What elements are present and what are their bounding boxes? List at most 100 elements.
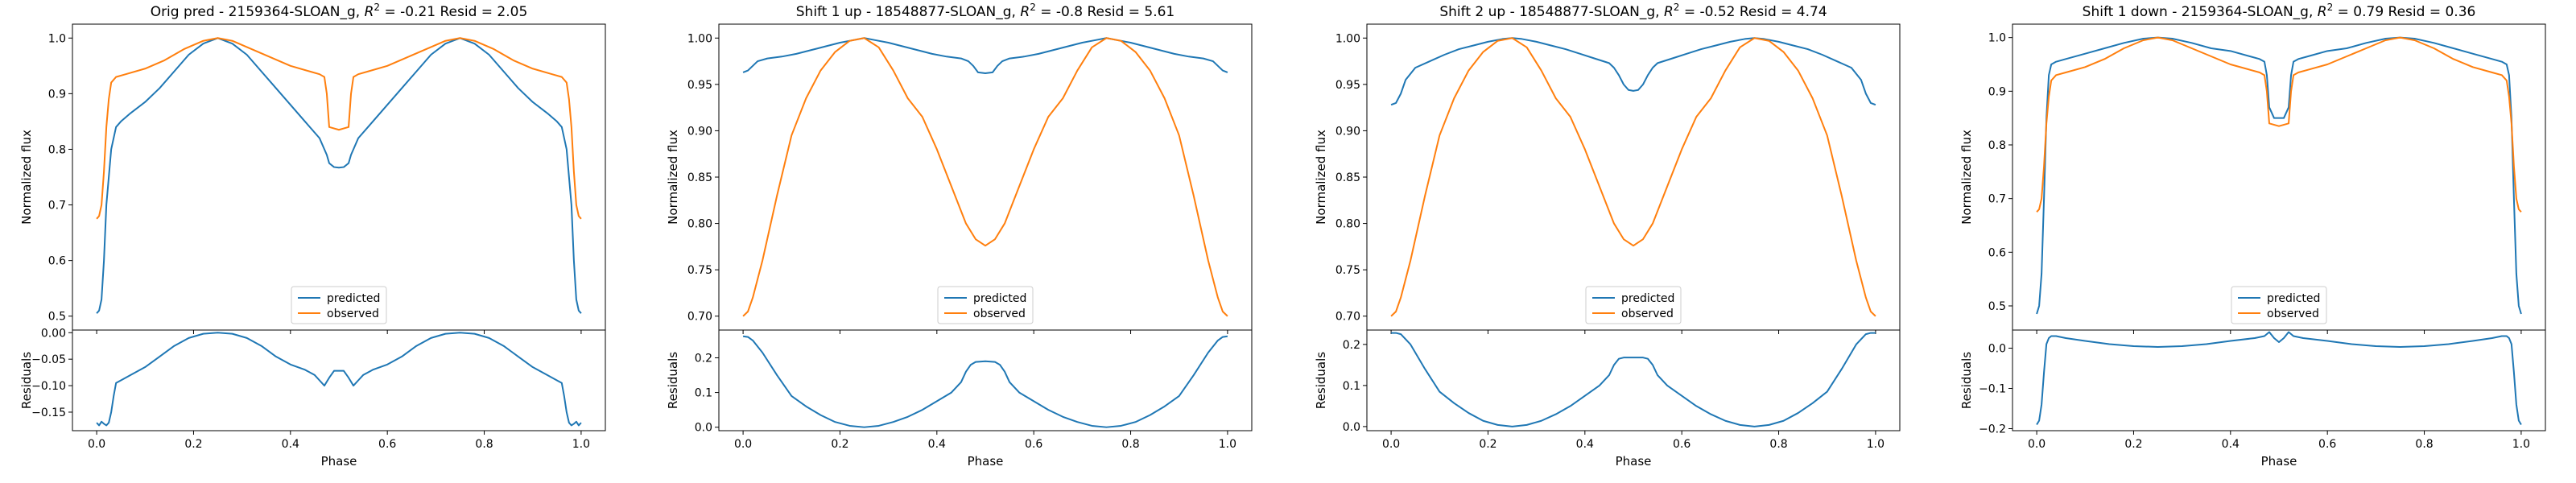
legend-box <box>937 286 1034 324</box>
residuals-y-tick-label: 0.1 <box>695 387 712 400</box>
residuals-y-axis-label: Residuals <box>666 352 680 409</box>
main-y-tick-label: 0.8 <box>48 143 66 156</box>
main-y-tick-label: 0.75 <box>1335 264 1360 277</box>
title-suffix: = -0.21 Resid = 2.05 <box>380 4 527 20</box>
main-y-tick-label: 0.85 <box>687 171 712 184</box>
legend: predicted observed <box>291 286 387 324</box>
main-y-tick-label: 0.6 <box>48 255 66 268</box>
residuals-axes-frame <box>718 329 1253 431</box>
legend-label-predicted: predicted <box>1621 292 1674 305</box>
legend-box <box>291 286 387 324</box>
residuals-y-tick-label: −0.05 <box>31 353 66 366</box>
legend: predicted observed <box>937 286 1034 324</box>
x-tick-label: 0.0 <box>88 438 105 451</box>
title-r2-exponent: 2 <box>1674 2 1680 13</box>
residuals-y-tick-label: −0.1 <box>1979 383 2006 396</box>
residuals-y-tick-label: −0.2 <box>1979 423 2006 436</box>
chart-panel-4: 0.5 0.6 0.7 0.8 0.9 1.0 Normalized flux −0.2 −0.… <box>1959 2 2546 469</box>
main-y-tick-label: 0.7 <box>48 200 66 213</box>
residuals-y-tick-label: 0.2 <box>695 352 712 365</box>
main-y-tick-label: 0.95 <box>687 79 712 92</box>
x-tick-label: 0.6 <box>2318 438 2336 451</box>
x-tick-label: 0.4 <box>928 438 946 451</box>
main-y-axis-label: Normalized flux <box>1959 130 1974 225</box>
legend-label-observed: observed <box>973 308 1026 320</box>
chart-panel-2: 0.70 0.75 0.80 0.85 0.90 0.95 1.00 Normalized f… <box>666 2 1253 469</box>
x-tick-label: 0.0 <box>2028 438 2046 451</box>
residuals-y-tick-label: −0.10 <box>31 380 66 393</box>
main-y-tick-label: 1.0 <box>48 32 66 45</box>
x-tick-label: 0.8 <box>1121 438 1139 451</box>
main-series-observed-line <box>2036 36 2522 213</box>
x-axis-label: Phase <box>2261 454 2297 469</box>
residuals-series-residual-line <box>96 332 582 427</box>
chart-title: Shift 1 down - 2159364-SLOAN_g, R2 = 0.7… <box>2083 2 2476 20</box>
main-y-tick-label: 0.6 <box>1988 246 2006 259</box>
title-prefix: Shift 2 up - 18548877-SLOAN_g, <box>1439 4 1664 20</box>
legend-box <box>2231 286 2327 324</box>
residuals-series-residual-line <box>742 335 1228 428</box>
chart-title: Shift 1 up - 18548877-SLOAN_g, R2 = -0.8… <box>796 2 1175 20</box>
legend-label-observed: observed <box>2267 308 2319 320</box>
x-tick-label: 0.8 <box>2415 438 2433 451</box>
residuals-y-tick-label: 0.1 <box>1343 380 1360 393</box>
main-y-tick-label: 0.5 <box>48 311 66 324</box>
main-y-tick-label: 0.5 <box>1988 300 2006 313</box>
main-y-tick-label: 1.0 <box>1988 32 2006 45</box>
residuals-series-residual-line <box>1391 332 1876 427</box>
main-y-tick-label: 0.70 <box>687 311 712 324</box>
title-r2-symbol: R <box>1664 4 1674 20</box>
legend-box <box>1585 286 1682 324</box>
residuals-y-axis-label: Residuals <box>1959 352 1974 409</box>
main-y-tick-label: 0.75 <box>687 264 712 277</box>
legend-label-predicted: predicted <box>2267 292 2320 305</box>
residuals-y-tick-label: −0.15 <box>31 407 66 419</box>
residuals-y-axis-label: Residuals <box>19 352 34 409</box>
x-tick-label: 0.6 <box>1025 438 1042 451</box>
title-prefix: Orig pred - 2159364-SLOAN_g, <box>151 4 365 20</box>
legend-label-predicted: predicted <box>973 292 1026 305</box>
legend-label-observed: observed <box>327 308 379 320</box>
x-tick-label: 1.0 <box>572 438 590 451</box>
x-tick-label: 0.2 <box>184 438 202 451</box>
main-series-observed-line <box>1390 37 1876 317</box>
x-tick-label: 0.8 <box>1769 438 1787 451</box>
x-tick-label: 0.2 <box>831 438 848 451</box>
x-axis-label: Phase <box>968 454 1004 469</box>
main-y-tick-label: 0.80 <box>1335 218 1360 231</box>
main-series-predicted-line <box>1390 37 1876 106</box>
x-tick-label: 0.6 <box>1673 438 1690 451</box>
title-r2-symbol: R <box>2318 4 2327 20</box>
chart-title: Shift 2 up - 18548877-SLOAN_g, R2 = -0.5… <box>1439 2 1827 20</box>
legend-label-observed: observed <box>1621 308 1674 320</box>
main-y-tick-label: 0.9 <box>1988 85 2006 98</box>
main-y-tick-label: 0.9 <box>48 88 66 101</box>
legend: predicted observed <box>2231 286 2327 324</box>
main-y-tick-label: 0.70 <box>1335 311 1360 324</box>
x-tick-label: 0.0 <box>1382 438 1400 451</box>
main-y-tick-label: 0.95 <box>1335 79 1360 92</box>
x-tick-label: 0.2 <box>2124 438 2142 451</box>
residuals-y-axis-label: Residuals <box>1314 352 1328 409</box>
residuals-y-tick-label: 0.00 <box>41 327 66 340</box>
x-axis-label: Phase <box>321 454 357 469</box>
legend-label-predicted: predicted <box>327 292 380 305</box>
residuals-series-residual-line <box>2036 331 2522 426</box>
title-suffix: = -0.52 Resid = 4.74 <box>1679 4 1827 20</box>
main-y-axis-label: Normalized flux <box>19 130 34 225</box>
x-tick-label: 0.4 <box>2222 438 2240 451</box>
main-y-tick-label: 1.00 <box>687 32 712 45</box>
residuals-axes-frame <box>72 329 606 431</box>
title-prefix: Shift 1 down - 2159364-SLOAN_g, <box>2083 4 2318 20</box>
chart-title: Orig pred - 2159364-SLOAN_g, R2 = -0.21 … <box>151 2 528 20</box>
main-series-predicted-line <box>742 37 1228 75</box>
main-y-tick-label: 0.80 <box>687 218 712 231</box>
main-y-tick-label: 0.85 <box>1335 171 1360 184</box>
x-tick-label: 0.0 <box>734 438 752 451</box>
x-tick-label: 1.0 <box>1219 438 1236 451</box>
main-series-predicted-line <box>2036 36 2522 315</box>
x-tick-label: 1.0 <box>1867 438 1885 451</box>
title-r2-exponent: 2 <box>2327 2 2334 13</box>
